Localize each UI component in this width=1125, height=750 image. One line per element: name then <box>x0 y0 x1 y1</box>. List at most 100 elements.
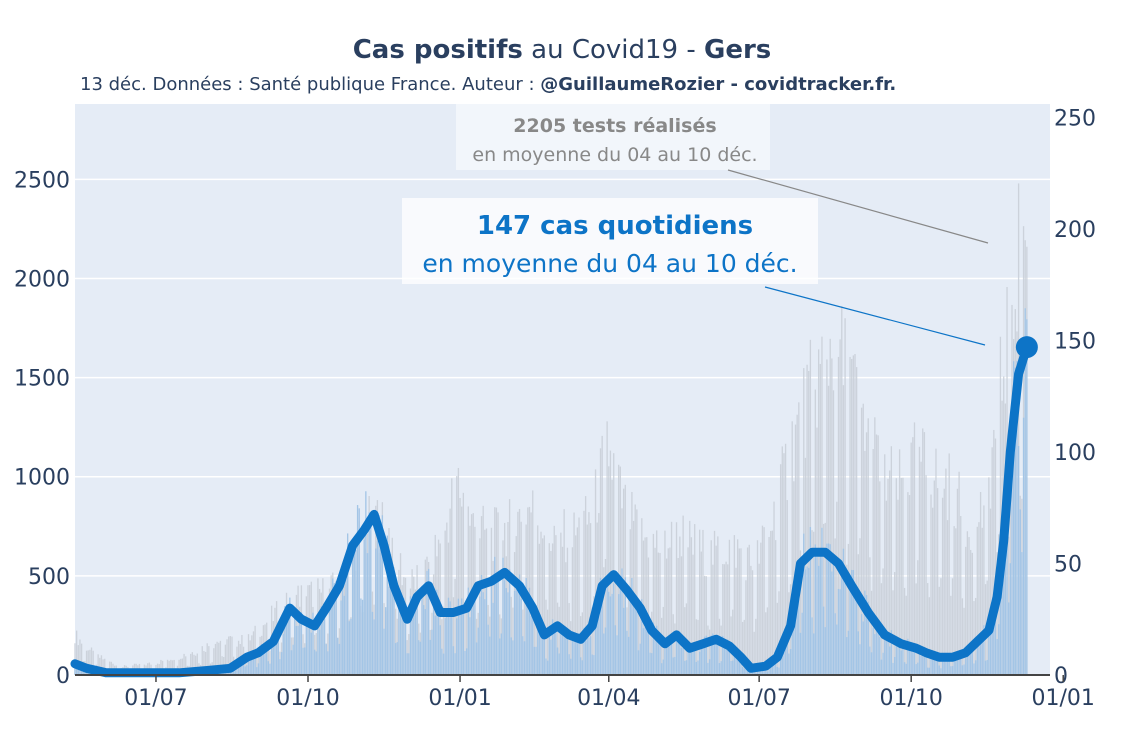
tests-bar <box>667 548 669 675</box>
cases-bars <box>74 308 1028 675</box>
tests-bar <box>702 529 704 675</box>
cases-bar <box>560 630 562 675</box>
cases-bar <box>781 647 783 675</box>
tests-bar <box>586 524 588 675</box>
tests-bar <box>535 610 537 675</box>
tests-bar <box>707 625 709 675</box>
cases-annotation-title: 147 cas quotidiens <box>477 211 753 241</box>
tests-bar <box>822 523 825 675</box>
cases-bar <box>416 600 418 675</box>
cases-bar <box>247 653 250 675</box>
cases-bar <box>687 641 689 675</box>
cases-bar <box>713 643 716 675</box>
cases-bar <box>366 553 369 675</box>
tests-bar <box>677 558 679 675</box>
tests-bar <box>941 497 944 675</box>
tests-bar <box>700 551 702 675</box>
cases-bar <box>851 569 853 675</box>
tests-bar <box>862 403 864 675</box>
tests-bar <box>894 572 896 675</box>
tests-bar <box>832 390 835 675</box>
tests-bar <box>190 653 192 675</box>
tests-bar <box>798 402 800 675</box>
y-right-tick-label: 0 <box>1054 664 1068 689</box>
tests-bar <box>482 505 484 675</box>
y-axis-right: 0 50 100 150 200 250 <box>1054 106 1096 689</box>
tests-bar <box>728 539 731 675</box>
tests-bar <box>817 349 820 675</box>
cases-bar <box>865 595 868 675</box>
tests-bar <box>203 650 205 675</box>
tests-bar <box>99 657 101 675</box>
cases-bar <box>365 491 367 675</box>
tests-bar <box>710 540 712 675</box>
cases-bar <box>935 660 937 675</box>
cases-bar <box>596 594 598 675</box>
cases-bar <box>646 626 648 675</box>
cases-bar <box>1009 563 1011 675</box>
cases-bar <box>960 653 962 675</box>
cases-bar <box>510 637 512 675</box>
tests-bar <box>543 535 545 675</box>
tests-bar <box>821 336 823 675</box>
cases-bar <box>252 651 255 675</box>
cases-bar <box>495 575 498 675</box>
cases-bar <box>656 625 658 675</box>
tests-bar <box>809 339 812 675</box>
cases-bar <box>571 638 574 675</box>
cases-bar <box>887 637 889 675</box>
tests-bar <box>555 535 557 675</box>
tests-bar <box>532 490 534 675</box>
cases-bar <box>482 592 484 675</box>
cases-bar <box>388 586 390 675</box>
cases-bar <box>375 548 377 675</box>
cases-bar <box>637 650 640 675</box>
tests-bar <box>965 546 967 675</box>
tests-bar <box>573 512 575 675</box>
tests-bar <box>74 643 76 675</box>
cases-bar <box>378 515 380 675</box>
tests-bar <box>267 646 270 675</box>
tests-bar <box>79 639 81 675</box>
cases-bar <box>451 608 453 675</box>
cases-bar <box>979 633 982 675</box>
cases-bar <box>670 640 673 675</box>
tests-bar <box>241 634 243 675</box>
tests-bar <box>951 578 954 675</box>
tests-bar <box>851 358 853 675</box>
cases-bar <box>309 626 311 675</box>
tests-bar <box>936 488 939 675</box>
cases-bar <box>320 606 322 675</box>
cases-bar <box>505 588 507 675</box>
cases-bar <box>424 609 426 675</box>
tests-bar <box>746 547 749 675</box>
cases-bar <box>284 606 286 675</box>
cases-bar <box>385 607 387 675</box>
cases-bar <box>994 617 997 675</box>
tests-bar <box>100 655 103 675</box>
tests-bar <box>870 590 873 675</box>
cases-bar <box>786 643 788 675</box>
cases-bar <box>710 635 712 675</box>
tests-bar <box>715 545 717 675</box>
tests-bar <box>457 467 460 675</box>
tests-bar <box>646 537 648 675</box>
cases-bar <box>345 569 347 675</box>
tests-bar <box>927 583 929 675</box>
cases-bar <box>732 660 734 675</box>
tests-bar <box>811 530 813 675</box>
cases-bar <box>588 637 590 675</box>
y-right-tick-label: 250 <box>1054 106 1096 131</box>
cases-bar <box>545 658 547 675</box>
tests-bar <box>773 501 775 675</box>
tests-bar <box>882 568 884 675</box>
tests-bar <box>989 508 992 675</box>
cases-bar <box>669 642 671 675</box>
cases-bar <box>940 668 942 675</box>
tests-bar <box>193 654 195 675</box>
tests-bar <box>670 521 673 675</box>
cases-bar <box>304 647 306 675</box>
tests-bar <box>932 507 934 675</box>
cases-bar <box>963 664 965 675</box>
chart-subtitle: 13 déc. Données : Santé publique France.… <box>80 74 896 95</box>
